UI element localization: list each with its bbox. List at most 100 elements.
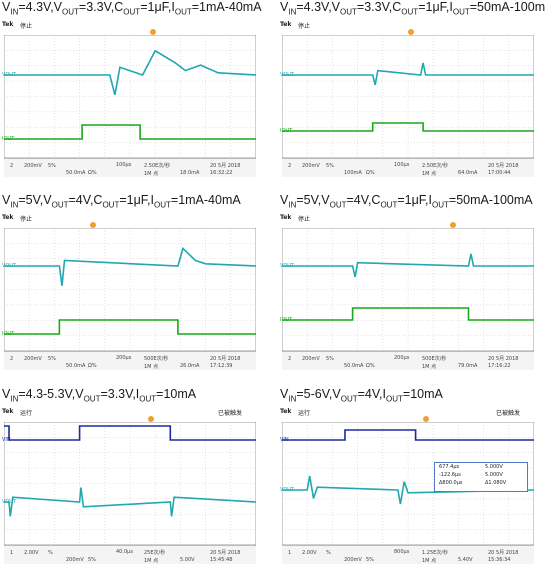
status-field: 25E次/秒 [144, 550, 166, 556]
status-field: 1.25E次/秒 [422, 550, 448, 556]
status-field: 26.0mA [180, 363, 200, 369]
cursor-value: Δ1.080V [485, 480, 507, 486]
status-field: Ω% [366, 170, 375, 176]
scope-screen: VOUT IOUT [280, 35, 534, 158]
scope-topbar: Tek 停止 [280, 213, 538, 223]
scope-panel-4: VIN=5V,VOUT=4V,COUT=1μF,IOUT=50mA-100mA T… [278, 193, 540, 377]
channel-label-vout: VOUT [2, 263, 16, 269]
status-field: 2 [10, 163, 14, 169]
status-field: 200mV [24, 163, 42, 169]
scope-status-bar: 1 2.00V% 200mV 5% 40.0μs 25E次/秒 1M 点 5.00V 20 5月… [4, 545, 256, 564]
status-field: 200mV [302, 163, 320, 169]
status-field: 16:32:22 [210, 170, 233, 176]
status-field: 5% [366, 557, 374, 563]
status-field: 17:16:22 [488, 363, 511, 369]
status-field: 200μs [394, 355, 410, 361]
status-field: 800μs [394, 549, 410, 555]
status-field: 1M 点 [422, 558, 437, 564]
status-field: 200μs [116, 355, 132, 361]
channel-label-iout: IOUT [280, 128, 293, 134]
scope-screen: VOUT IOUT [2, 228, 256, 351]
trace-iout [4, 124, 256, 140]
status-field: 20 5月 2018 [488, 550, 519, 556]
trigger-position-marker [423, 416, 429, 422]
status-field: 100μs [394, 162, 410, 168]
trigger-position-marker [90, 222, 96, 228]
panel-title: VIN=4.3V,VOUT=3.3V,COUT=1μF,IOUT=50mA-10… [280, 0, 545, 17]
scope-status-bar: 2 200mV 5% 50.0mA Ω% 200μs 500E次/秒 1M 点 79.0mA 20… [282, 351, 534, 370]
acq-state: 停止 [20, 23, 33, 30]
status-field: 50.0mA [66, 170, 86, 176]
scope-brand: Tek [280, 214, 292, 221]
channel-label-iout: IOUT [2, 331, 15, 337]
channel-label-vout: VOUT [280, 72, 294, 78]
scope-topbar: Tek 停止 [280, 20, 538, 30]
status-field: 1 [288, 550, 292, 556]
acq-state: 停止 [20, 216, 33, 223]
cursor-value: 5.000V [485, 472, 503, 478]
status-field: 100μs [116, 162, 132, 168]
scope-panel-6: VIN=5-6V,VOUT=4V,IOUT=10mA Tek 运行 已被触发 VIN VO… [278, 387, 540, 571]
panel-title: VIN=5V,VOUT=4V,COUT=1μF,IOUT=1mA-40mA [2, 193, 241, 210]
status-field: 5.00V [180, 557, 195, 563]
status-field: 2.50E次/秒 [144, 163, 170, 169]
trace-vout [4, 487, 256, 517]
cursor-value: -122.6μs [439, 472, 461, 478]
status-field: 15:36:34 [488, 557, 511, 563]
scope-brand: Tek [2, 21, 14, 28]
scope-brand: Tek [280, 21, 292, 28]
status-field: 200mV [66, 557, 84, 563]
scope-panel-1: VIN=4.3V,VOUT=3.3V,COUT=1μF,IOUT=1mA-40m… [0, 0, 262, 184]
trace-iout [282, 307, 534, 321]
cursor-value: 5.000V [485, 464, 503, 470]
status-field: 79.0mA [458, 363, 478, 369]
trigger-position-marker [148, 416, 154, 422]
status-field: 1M 点 [144, 364, 159, 370]
trigger-state: 已被触发 [495, 410, 520, 417]
waveform-plot [282, 228, 534, 351]
cursor-value: 677.4μs [439, 464, 460, 470]
waveform-plot [4, 422, 256, 545]
status-field: 50.0mA [66, 363, 86, 369]
panel-title: VIN=4.3-5.3V,VOUT=3.3V,IOUT=10mA [2, 387, 197, 404]
panel-title: VIN=5V,VOUT=4V,COUT=1μF,IOUT=50mA-100mA [280, 193, 533, 210]
acq-state: 停止 [298, 23, 311, 30]
trace-iout [282, 122, 534, 132]
cursor-readout: 677.4μs -122.6μs Δ800.0μs 5.000V 5.000V Δ1.08… [434, 462, 528, 492]
scope-topbar: Tek 停止 [2, 20, 260, 30]
status-field: 500E次/秒 [422, 356, 447, 362]
channel-label-vout: VOUT [280, 487, 294, 493]
status-field: 1M 点 [422, 364, 437, 370]
status-field: 1M 点 [144, 171, 159, 177]
panel-title: VIN=4.3V,VOUT=3.3V,COUT=1μF,IOUT=1mA-40m… [2, 0, 262, 17]
status-field: 17:12:39 [210, 363, 233, 369]
status-field: Ω% [88, 170, 97, 176]
acq-state: 停止 [298, 216, 311, 223]
status-field: Ω% [88, 363, 97, 369]
scope-brand: Tek [2, 214, 14, 221]
trigger-state: 已被触发 [217, 410, 242, 417]
status-field: 1M 点 [144, 558, 159, 564]
waveform-plot [4, 228, 256, 351]
status-field: 2.00V [24, 550, 39, 556]
acq-state: 运行 [298, 410, 311, 417]
scope-brand: Tek [2, 408, 14, 415]
trace-iout [4, 319, 256, 335]
status-field: 2 [288, 356, 292, 362]
status-field: % [326, 550, 331, 556]
status-field: 2 [10, 356, 14, 362]
channel-label-iout: IOUT [2, 136, 15, 142]
scope-topbar: Tek 运行 已被触发 [2, 407, 260, 417]
status-field: 20 5月 2018 [210, 163, 241, 169]
trace-vout [4, 246, 256, 286]
scope-status-bar: 2 200mV 5% 50.0mA Ω% 200μs 500E次/秒 1M 点 26.0mA 20… [4, 351, 256, 370]
status-field: 5.40V [458, 557, 473, 563]
status-field: Ω% [366, 363, 375, 369]
status-field: 64.0mA [458, 170, 478, 176]
status-field: 5% [48, 163, 56, 169]
status-field: 200mV [24, 356, 42, 362]
channel-label-vin: VIN [2, 437, 11, 443]
trigger-position-marker [450, 222, 456, 228]
trace-vin [282, 429, 534, 441]
channel-label-vout: VOUT [2, 499, 16, 505]
